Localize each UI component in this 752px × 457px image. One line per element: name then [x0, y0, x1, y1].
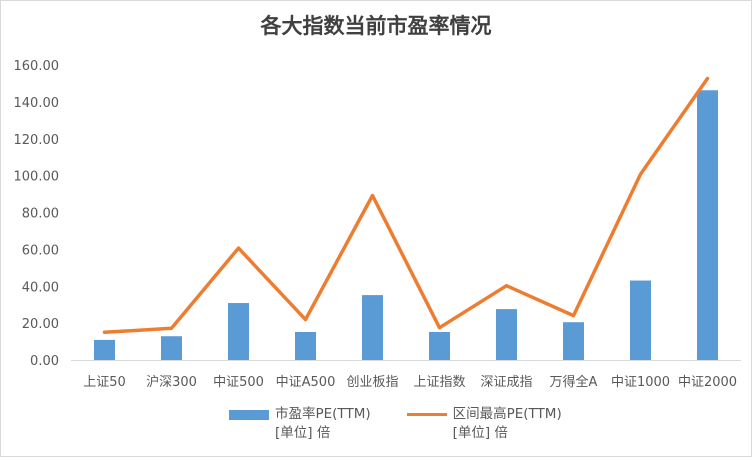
y-tick-label: 140.00 [14, 96, 60, 111]
bar-1 [161, 336, 182, 360]
y-tick-label: 100.00 [14, 170, 60, 185]
x-tick-label: 深证成指 [480, 375, 532, 390]
legend-label-line: [单位] 倍 [452, 425, 508, 441]
x-tick-label: 中证A500 [276, 375, 336, 390]
x-tick-label: 万得全A [550, 374, 598, 390]
legend-label-line: [单位] 倍 [275, 425, 331, 441]
bar-3 [295, 331, 316, 360]
bar-5 [429, 331, 450, 360]
legend-item-bar: 市盈率PE(TTM) [单位] 倍 [229, 405, 371, 443]
y-tick-label: 60.00 [22, 243, 59, 258]
x-tick-label: 上证指数 [413, 375, 465, 390]
line-series-max-pe [102, 76, 710, 335]
x-tick-label: 中证1000 [611, 375, 670, 390]
y-tick-label: 120.00 [14, 133, 60, 148]
legend: 市盈率PE(TTM) [单位] 倍 区间最高PE(TTM) [单位] 倍 [229, 405, 562, 443]
y-tick-label: 20.00 [22, 317, 59, 332]
bar-8 [630, 280, 651, 360]
legend-label-line: 区间最高PE(TTM) [单位] 倍 [453, 405, 562, 443]
y-tick-label: 80.00 [22, 207, 59, 222]
bar-6 [496, 309, 517, 360]
bar-0 [94, 339, 115, 360]
bar-9 [697, 90, 718, 361]
legend-swatch-bar [229, 410, 269, 420]
x-tick-label: 上证50 [83, 375, 126, 390]
bar-7 [563, 322, 584, 360]
x-tick-label: 创业板指 [346, 375, 398, 390]
bar-4 [362, 295, 383, 360]
x-tick-label: 沪深300 [146, 374, 197, 390]
legend-label-line: 区间最高PE(TTM) [452, 406, 562, 422]
x-tick-label: 中证2000 [678, 375, 737, 390]
legend-label-line: 市盈率PE(TTM) [275, 406, 371, 422]
legend-swatch-line [406, 413, 447, 416]
y-tick-label: 40.00 [22, 280, 59, 295]
chart-title: 各大指数当前市盈率情况 [260, 14, 492, 38]
y-tick-label: 160.00 [14, 59, 60, 74]
legend-label-bar: 市盈率PE(TTM) [单位] 倍 [275, 405, 371, 443]
y-tick-label: 0.00 [30, 354, 59, 369]
bar-2 [228, 303, 249, 360]
legend-item-line: 区间最高PE(TTM) [单位] 倍 [406, 405, 562, 443]
x-tick-label: 中证500 [213, 375, 264, 390]
